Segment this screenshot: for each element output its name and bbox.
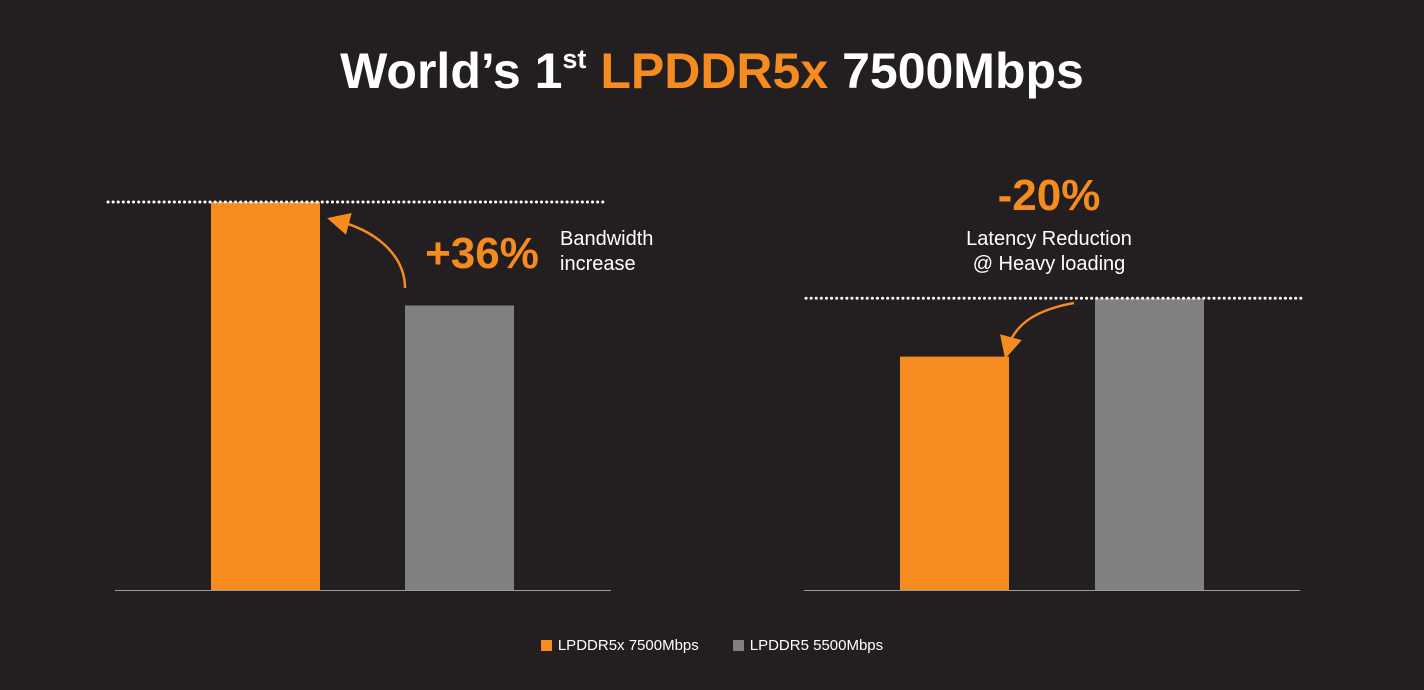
legend-label-lpddr5x: LPDDR5x 7500Mbps [557,637,699,654]
legend-item-lpddr5: LPDDR5 5500Mbps [732,637,884,654]
chart-title: World’s 1st LPDDR5x 7500Mbps [0,42,1424,100]
legend: LPDDR5x 7500Mbps LPDDR5 5500Mbps [0,637,1424,654]
title-highlight: LPDDR5x [600,43,829,99]
chart1-annotation-value: +36% [425,229,539,278]
chart1-annotation-text-1: Bandwidth [560,228,653,250]
legend-label-lpddr5: LPDDR5 5500Mbps [749,637,884,654]
title-suffix: 7500Mbps [842,43,1084,99]
legend-item-lpddr5x: LPDDR5x 7500Mbps [540,637,699,654]
title-superscript: st [562,44,587,74]
legend-swatch-lpddr5 [732,640,744,651]
chart2-bar-lpddr5 [1095,298,1204,590]
chart2-annotation-text-2: @ Heavy loading [973,253,1126,275]
chart2-annotation-value: -20% [998,171,1101,220]
chart1-bar-lpddr5 [405,305,514,590]
chart2-bar-lpddr5x [900,356,1009,590]
title-prefix: World’s 1 [340,43,563,99]
chart1-annotation-text-2: increase [560,253,636,275]
chart1-bar-lpddr5x [211,202,320,590]
legend-swatch-lpddr5x [540,640,552,651]
chart2-annotation-text-1: Latency Reduction [966,228,1132,250]
chart1-arrow-icon [327,212,407,289]
chart2-arrow-icon [1000,301,1075,359]
